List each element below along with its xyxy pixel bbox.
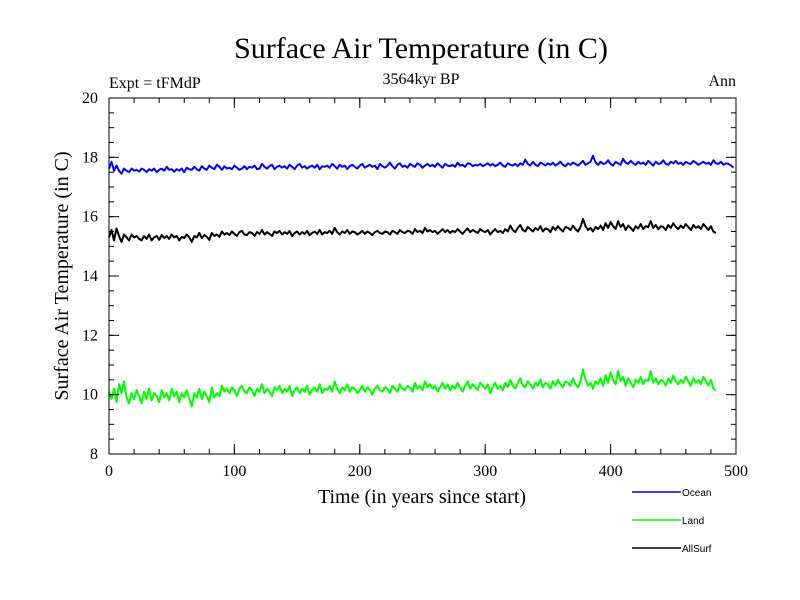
series-line-land	[108, 368, 717, 408]
tick-labels: 0 100 200 300 400 500 8 10 12 14 16 18 20	[82, 90, 748, 480]
legend-label-land: Land	[682, 516, 704, 527]
x-tick-label: 200	[348, 463, 372, 480]
legend-label-ocean: Ocean	[682, 488, 711, 499]
x-tick-label: 300	[473, 463, 497, 480]
x-tick-label: 400	[599, 463, 623, 480]
plot-frame	[108, 97, 737, 455]
axis-ticks	[108, 97, 737, 455]
x-tick-label: 0	[105, 463, 113, 480]
x-tick-label: 500	[724, 463, 748, 480]
y-tick-label: 8	[90, 446, 98, 463]
legend-label-allsurf: AllSurf	[682, 544, 712, 555]
series-line-allsurf	[108, 218, 717, 243]
season-label: Ann	[708, 73, 736, 90]
series-layer	[108, 154, 735, 408]
y-tick-label: 10	[82, 387, 98, 404]
y-tick-label: 20	[82, 90, 98, 107]
chart-title: Surface Air Temperature (in C)	[234, 32, 608, 65]
y-axis-label: Surface Air Temperature (in C)	[51, 151, 73, 400]
y-tick-label: 18	[82, 149, 98, 166]
legend: Ocean Land AllSurf	[632, 488, 712, 555]
y-tick-label: 14	[82, 268, 98, 285]
chart-subtitle: 3564kyr BP	[383, 71, 460, 88]
x-tick-label: 100	[222, 463, 246, 480]
y-tick-label: 12	[82, 327, 98, 344]
experiment-label: Expt = tFMdP	[109, 75, 201, 92]
y-tick-label: 16	[82, 209, 98, 226]
x-axis-label: Time (in years since start)	[318, 486, 526, 508]
series-line-ocean	[108, 154, 735, 175]
